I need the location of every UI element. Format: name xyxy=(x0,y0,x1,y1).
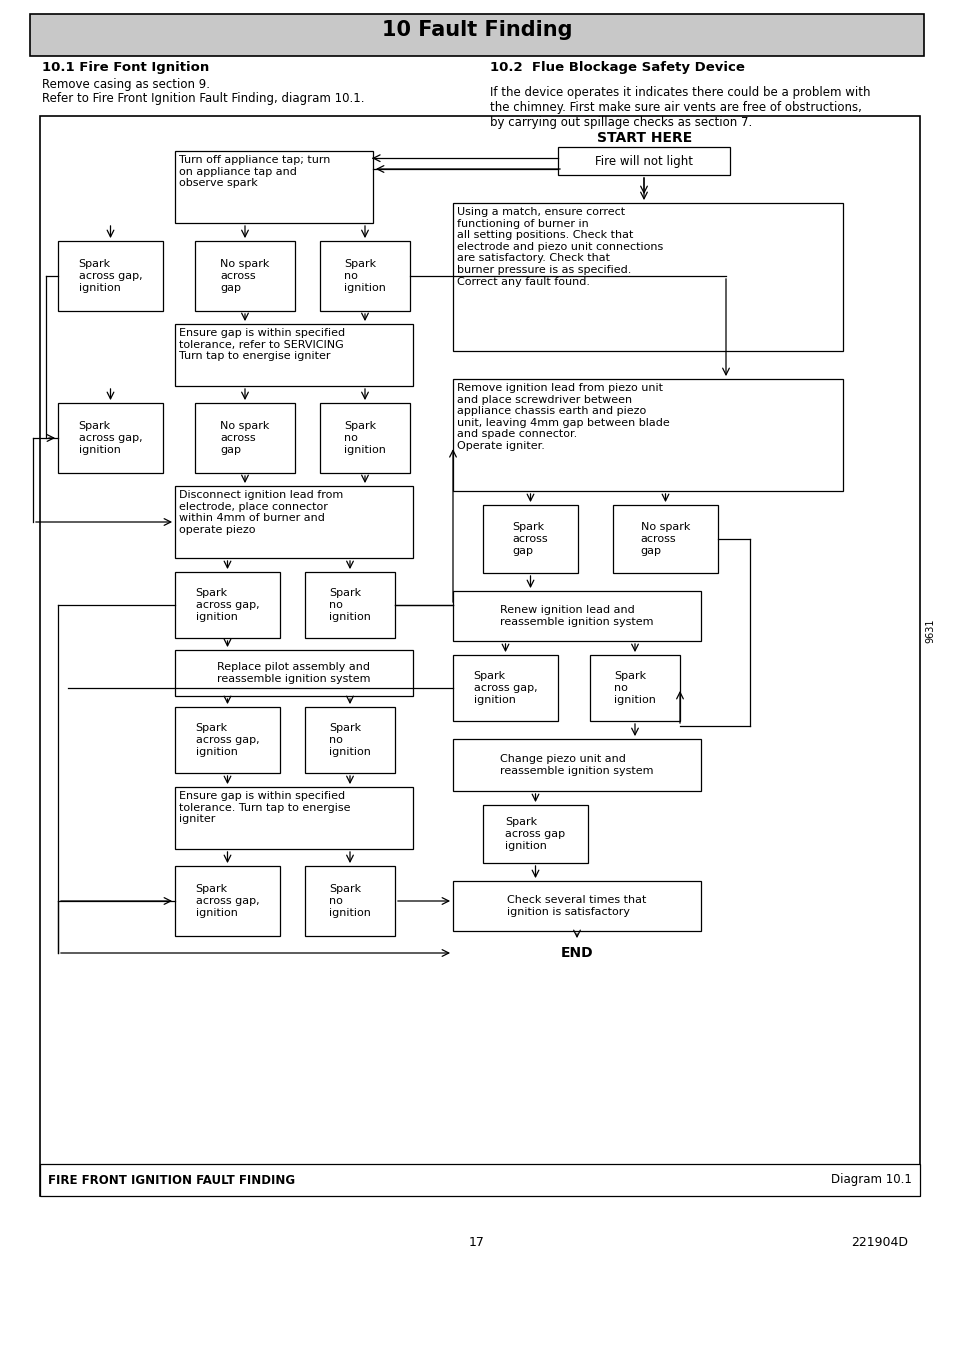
Text: Spark
across gap,
ignition: Spark across gap, ignition xyxy=(474,671,537,705)
Bar xyxy=(30,14,923,55)
Bar xyxy=(174,650,413,696)
Bar xyxy=(58,403,163,473)
Text: Spark
no
ignition: Spark no ignition xyxy=(329,885,371,917)
Text: Ensure gap is within specified
tolerance, refer to SERVICING
Turn tap to energis: Ensure gap is within specified tolerance… xyxy=(179,328,345,361)
Text: END: END xyxy=(560,946,593,961)
Text: Change piezo unit and
reassemble ignition system: Change piezo unit and reassemble ignitio… xyxy=(499,754,653,775)
Text: Fire will not light: Fire will not light xyxy=(595,154,692,168)
Text: Refer to Fire Front Ignition Fault Finding, diagram 10.1.: Refer to Fire Front Ignition Fault Findi… xyxy=(42,92,364,105)
Text: Spark
across gap,
ignition: Spark across gap, ignition xyxy=(78,259,142,293)
Text: Spark
no
ignition: Spark no ignition xyxy=(344,259,386,293)
Bar xyxy=(453,881,700,931)
Bar xyxy=(319,240,410,311)
Text: 10 Fault Finding: 10 Fault Finding xyxy=(381,20,572,41)
Text: Check several times that
ignition is satisfactory: Check several times that ignition is sat… xyxy=(507,896,646,917)
Text: 221904D: 221904D xyxy=(850,1236,907,1250)
Text: 10.1 Fire Font Ignition: 10.1 Fire Font Ignition xyxy=(42,61,209,74)
Text: If the device operates it indicates there could be a problem with
the chimney. F: If the device operates it indicates ther… xyxy=(490,86,869,128)
Text: Spark
across gap,
ignition: Spark across gap, ignition xyxy=(195,723,259,757)
Text: Spark
across gap
ignition: Spark across gap ignition xyxy=(505,817,565,851)
Bar xyxy=(174,571,280,638)
Text: Turn off appliance tap; turn
on appliance tap and
observe spark: Turn off appliance tap; turn on applianc… xyxy=(179,155,330,188)
Text: Renew ignition lead and
reassemble ignition system: Renew ignition lead and reassemble ignit… xyxy=(499,605,653,627)
Bar xyxy=(174,866,280,936)
Bar xyxy=(558,147,729,176)
Text: START HERE: START HERE xyxy=(597,131,692,145)
Text: Disconnect ignition lead from
electrode, place connector
within 4mm of burner an: Disconnect ignition lead from electrode,… xyxy=(179,490,343,535)
Text: 9631: 9631 xyxy=(924,619,934,643)
Bar xyxy=(482,805,587,863)
Bar xyxy=(174,707,280,773)
Bar xyxy=(194,403,294,473)
Bar xyxy=(58,240,163,311)
Text: 10.2  Flue Blockage Safety Device: 10.2 Flue Blockage Safety Device xyxy=(490,61,744,74)
Bar xyxy=(174,486,413,558)
Bar xyxy=(613,505,718,573)
Bar xyxy=(453,590,700,640)
Text: FIRE FRONT IGNITION FAULT FINDING: FIRE FRONT IGNITION FAULT FINDING xyxy=(48,1174,294,1186)
Bar xyxy=(174,788,413,848)
Text: No spark
across
gap: No spark across gap xyxy=(220,259,270,293)
Bar xyxy=(40,116,919,1196)
Text: Spark
across
gap: Spark across gap xyxy=(512,523,548,555)
Text: Remove casing as section 9.: Remove casing as section 9. xyxy=(42,78,210,91)
Text: Spark
no
ignition: Spark no ignition xyxy=(329,723,371,757)
Bar xyxy=(305,866,395,936)
Bar xyxy=(453,380,842,490)
Bar xyxy=(453,655,558,721)
Bar xyxy=(40,1165,919,1196)
Bar xyxy=(174,324,413,386)
Text: Spark
across gap,
ignition: Spark across gap, ignition xyxy=(195,885,259,917)
Text: Spark
across gap,
ignition: Spark across gap, ignition xyxy=(78,422,142,454)
Bar xyxy=(589,655,679,721)
Bar xyxy=(453,739,700,790)
Text: 17: 17 xyxy=(469,1236,484,1250)
Bar xyxy=(453,203,842,351)
Text: Spark
no
ignition: Spark no ignition xyxy=(329,589,371,621)
Bar xyxy=(319,403,410,473)
Text: Spark
no
ignition: Spark no ignition xyxy=(344,422,386,454)
Text: No spark
across
gap: No spark across gap xyxy=(220,422,270,454)
Text: Replace pilot assembly and
reassemble ignition system: Replace pilot assembly and reassemble ig… xyxy=(217,662,371,684)
Text: Remove ignition lead from piezo unit
and place screwdriver between
appliance cha: Remove ignition lead from piezo unit and… xyxy=(456,382,669,451)
Text: Diagram 10.1: Diagram 10.1 xyxy=(830,1174,911,1186)
Bar xyxy=(482,505,578,573)
Text: Using a match, ensure correct
functioning of burner in
all setting positions. Ch: Using a match, ensure correct functionin… xyxy=(456,207,662,286)
Text: Spark
no
ignition: Spark no ignition xyxy=(614,671,656,705)
Text: Spark
across gap,
ignition: Spark across gap, ignition xyxy=(195,589,259,621)
Bar xyxy=(305,571,395,638)
Bar xyxy=(194,240,294,311)
Bar xyxy=(174,151,373,223)
Text: No spark
across
gap: No spark across gap xyxy=(640,523,689,555)
Bar xyxy=(305,707,395,773)
Text: Ensure gap is within specified
tolerance. Turn tap to energise
igniter: Ensure gap is within specified tolerance… xyxy=(179,790,350,824)
